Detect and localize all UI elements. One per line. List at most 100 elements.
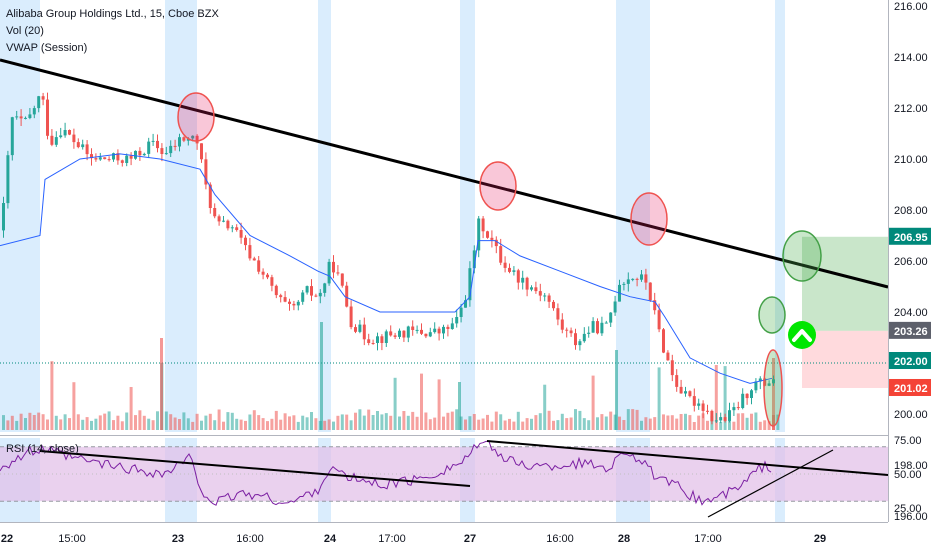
volume-bar [679, 414, 683, 430]
volume-bar [164, 411, 168, 430]
up-arrow-icon [788, 321, 816, 349]
rejection-circle [177, 92, 215, 142]
volume-bar [666, 415, 670, 430]
candle-body [512, 270, 516, 272]
volume-bar [314, 418, 318, 430]
candle-body [662, 329, 665, 353]
volume-bar [648, 418, 652, 430]
price-tick-label: 206.00 [894, 256, 928, 268]
candle-body [675, 375, 679, 387]
price-tick-label: 216.00 [894, 1, 928, 13]
volume-bar [94, 418, 98, 430]
candle-body [402, 330, 406, 338]
candle-body [354, 327, 357, 332]
volume-bar [239, 419, 243, 430]
price-badge-label: 202.00 [894, 356, 928, 368]
volume-bar [129, 387, 133, 430]
volume-bar [125, 412, 129, 430]
volume-bar [653, 417, 657, 430]
volume-bar [90, 420, 93, 430]
volume-bar [732, 421, 736, 430]
candle-body [450, 323, 454, 329]
vwap-indicator-label[interactable]: VWAP (Session) [6, 42, 88, 54]
volume-bar [411, 411, 415, 430]
candle-body [292, 303, 296, 306]
candle-body [750, 390, 753, 398]
volume-highlight-circle [763, 349, 783, 427]
session-shade-band [318, 0, 331, 432]
volume-bar [433, 417, 437, 430]
candle-body [327, 261, 331, 284]
volume-bar [477, 419, 481, 430]
candle-body [296, 301, 300, 306]
candle-body [46, 99, 49, 136]
candle-body [609, 312, 613, 323]
volume-spike-bar [615, 350, 618, 430]
candle-body [697, 403, 701, 406]
candle-body [477, 218, 481, 251]
candle-body [204, 159, 208, 185]
candle-body [525, 277, 529, 290]
volume-bar [424, 412, 428, 430]
candle-body [714, 420, 718, 422]
volume-bar [151, 420, 155, 430]
volume-bar [200, 420, 203, 430]
price-tick-label: 204.00 [894, 307, 928, 319]
candle-body [688, 391, 692, 397]
volume-bar [635, 409, 639, 430]
symbol-title[interactable]: Alibaba Group Holdings Ltd., 15, Cboe BZ… [6, 8, 219, 20]
volume-bar [147, 418, 151, 430]
volume-bar [591, 375, 595, 430]
support-circle [758, 296, 786, 334]
rsi-tick-label: 75.00 [894, 435, 922, 447]
candle-body [288, 301, 291, 304]
price-badge-label: 206.95 [894, 232, 928, 244]
volume-bar [508, 418, 511, 430]
candle-body [54, 137, 58, 145]
volume-bar [428, 419, 432, 430]
volume-bar [283, 413, 287, 430]
candle-body [63, 130, 67, 136]
candle-body [261, 271, 265, 275]
candle-body [600, 322, 604, 334]
candle-body [213, 208, 217, 217]
volume-bar [50, 361, 54, 430]
candle-body [754, 381, 758, 391]
candle-body [640, 274, 643, 280]
candle-body [235, 227, 239, 230]
candle-body [226, 220, 230, 229]
volume-bar [534, 415, 538, 430]
candle-body [90, 154, 93, 159]
volume-indicator-label[interactable]: Vol (20) [6, 25, 44, 37]
time-tick-label: 29 [814, 533, 826, 545]
candle-body [164, 153, 168, 155]
candle-body [393, 335, 397, 337]
candle-body [653, 300, 657, 311]
candle-body [459, 307, 463, 317]
rsi-indicator-label[interactable]: RSI (14, close) [6, 443, 79, 455]
volume-bar [279, 419, 283, 430]
volume-bar [420, 373, 423, 430]
volume-bar [494, 411, 498, 430]
candle-body [283, 297, 287, 302]
volume-bar [345, 414, 349, 430]
candle-body [169, 145, 173, 154]
volume-bar [107, 411, 111, 430]
volume-bar [222, 421, 225, 430]
volume-bar [450, 411, 454, 430]
candle-body [24, 117, 27, 119]
volume-bar [217, 409, 221, 430]
candle-body [530, 287, 533, 290]
stop-zone [802, 330, 888, 388]
time-tick-label: 16:00 [236, 533, 264, 545]
candle-body [314, 295, 318, 297]
candle-body [129, 155, 133, 159]
candle-body [85, 144, 89, 155]
time-tick-label: 15:00 [58, 533, 86, 545]
volume-bar [596, 417, 599, 430]
candle-body [200, 143, 203, 160]
candle-body [587, 332, 591, 334]
volume-bar [142, 415, 146, 430]
